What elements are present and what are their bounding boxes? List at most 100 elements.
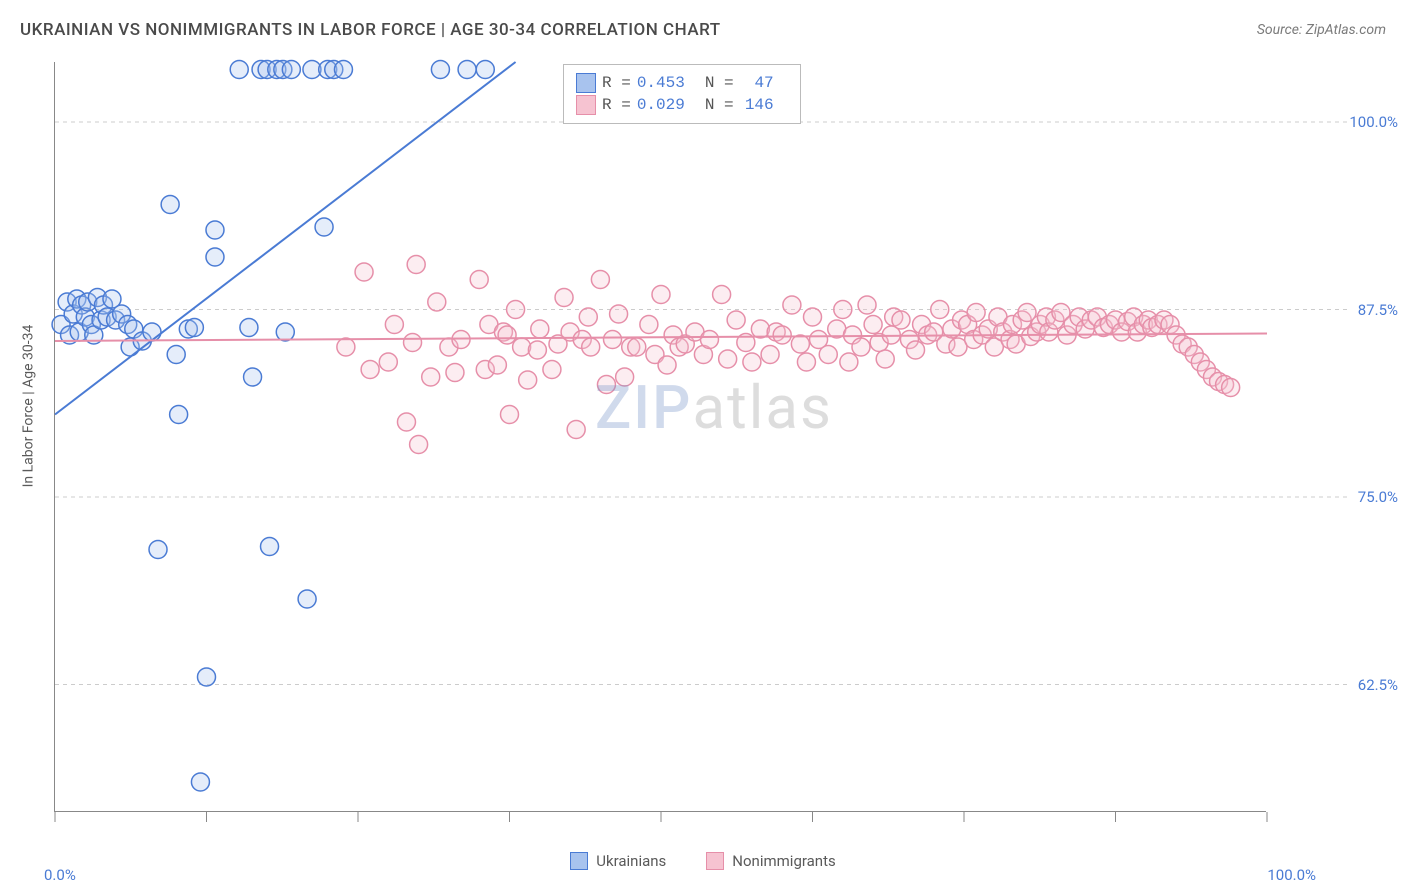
data-point xyxy=(743,353,761,371)
data-point xyxy=(967,304,985,322)
info-row: R = 0.029 N = 146 xyxy=(576,95,788,115)
data-point xyxy=(282,61,300,79)
data-point xyxy=(185,319,203,337)
data-point xyxy=(864,316,882,334)
data-point xyxy=(407,256,425,274)
data-point xyxy=(819,346,837,364)
data-point xyxy=(198,668,216,686)
data-point xyxy=(149,541,167,559)
data-point xyxy=(519,371,537,389)
y-axis-label: In Labor Force | Age 30-34 xyxy=(20,325,36,488)
data-point xyxy=(206,248,224,266)
legend-label: Nonimmigrants xyxy=(732,852,835,870)
data-point xyxy=(658,356,676,374)
data-point xyxy=(361,361,379,379)
correlation-info-box: R = 0.453 N = 47 R = 0.029 N = 146 xyxy=(563,64,801,124)
data-point xyxy=(751,320,769,338)
data-point xyxy=(555,289,573,307)
info-r-label: R = xyxy=(602,74,631,92)
data-point xyxy=(531,320,549,338)
data-point xyxy=(161,196,179,214)
y-tick-label: 87.5% xyxy=(1358,301,1398,319)
data-point xyxy=(791,335,809,353)
data-point xyxy=(334,61,352,79)
legend-item: Nonimmigrants xyxy=(706,852,835,870)
data-point xyxy=(597,376,615,394)
data-point xyxy=(397,413,415,431)
y-tick-labels: 62.5% 75.0% 87.5% 100.0% xyxy=(1276,62,1406,812)
y-tick-label: 75.0% xyxy=(1358,488,1398,506)
data-point xyxy=(858,296,876,314)
data-point xyxy=(834,301,852,319)
y-tick-label: 100.0% xyxy=(1349,113,1398,131)
data-point xyxy=(1222,379,1240,397)
info-row: R = 0.453 N = 47 xyxy=(576,73,788,93)
data-point xyxy=(404,334,422,352)
data-point xyxy=(761,346,779,364)
data-point xyxy=(315,218,333,236)
data-point xyxy=(422,368,440,386)
data-point xyxy=(528,341,546,359)
data-point xyxy=(840,353,858,371)
data-point xyxy=(498,326,516,344)
data-point xyxy=(700,331,718,349)
data-point xyxy=(604,331,622,349)
data-point xyxy=(170,406,188,424)
legend-item: Ukrainians xyxy=(570,852,666,870)
data-point xyxy=(191,773,209,791)
info-n-value: 146 xyxy=(740,96,774,114)
data-point xyxy=(773,326,791,344)
data-point xyxy=(476,61,494,79)
data-point xyxy=(876,350,894,368)
info-swatch xyxy=(576,73,596,93)
data-point xyxy=(652,286,670,304)
info-n-label: N = xyxy=(705,96,734,114)
data-point xyxy=(582,338,600,356)
legend-swatch xyxy=(570,852,588,870)
data-point xyxy=(543,361,561,379)
data-point xyxy=(501,406,519,424)
data-point xyxy=(428,293,446,311)
data-point xyxy=(230,61,248,79)
data-point xyxy=(640,316,658,334)
data-point xyxy=(610,305,628,323)
data-point xyxy=(907,341,925,359)
data-point xyxy=(446,364,464,382)
legend: Ukrainians Nonimmigrants xyxy=(0,852,1406,870)
source-label: Source: ZipAtlas.com xyxy=(1257,22,1386,38)
data-point xyxy=(261,538,279,556)
data-point xyxy=(206,221,224,239)
data-point xyxy=(337,338,355,356)
data-point xyxy=(458,61,476,79)
chart-svg xyxy=(55,62,1266,811)
info-r-label: R = xyxy=(602,96,631,114)
data-point xyxy=(628,338,646,356)
legend-label: Ukrainians xyxy=(596,852,666,870)
data-point xyxy=(579,308,597,326)
data-point xyxy=(591,271,609,289)
info-swatch xyxy=(576,95,596,115)
info-r-value: 0.453 xyxy=(637,74,685,92)
data-point xyxy=(355,263,373,281)
data-point xyxy=(167,346,185,364)
chart-title: UKRAINIAN VS NONIMMIGRANTS IN LABOR FORC… xyxy=(20,20,721,40)
data-point xyxy=(379,353,397,371)
data-point xyxy=(727,311,745,329)
data-point xyxy=(852,338,870,356)
info-n-label: N = xyxy=(705,74,734,92)
data-point xyxy=(713,286,731,304)
y-tick-label: 62.5% xyxy=(1358,676,1398,694)
data-point xyxy=(488,356,506,374)
info-n-value: 47 xyxy=(740,74,774,92)
data-point xyxy=(804,308,822,326)
data-point xyxy=(931,301,949,319)
data-point xyxy=(507,301,525,319)
data-point xyxy=(143,323,161,341)
data-point xyxy=(385,316,403,334)
plot-area: ZIPatlas R =0.453N =47R =0.029N =146 xyxy=(54,62,1266,812)
data-point xyxy=(719,350,737,368)
data-point xyxy=(567,421,585,439)
info-r-value: 0.029 xyxy=(637,96,685,114)
data-point xyxy=(470,271,488,289)
y-axis-label-wrap: In Labor Force | Age 30-34 xyxy=(18,0,38,812)
